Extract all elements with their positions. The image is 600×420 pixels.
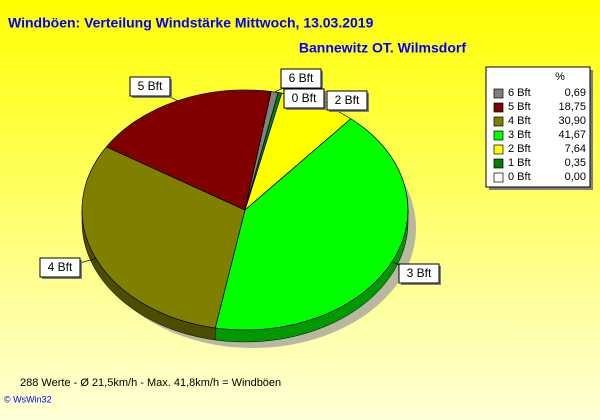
pie-slice [81, 146, 246, 329]
callout-box [326, 90, 368, 111]
callout-box [39, 257, 81, 278]
legend-label: 1 Bft [508, 157, 531, 169]
chart-subtitle: Bannewitz OT. Wilmsdorf [299, 40, 466, 56]
legend-label: 2 Bft [508, 143, 531, 155]
legend-swatch [493, 130, 504, 141]
legend-label: 0 Bft [508, 171, 531, 183]
credit: © WsWin32 [4, 394, 52, 404]
pie-slice [214, 118, 409, 331]
legend [485, 66, 591, 188]
callout-label: 6 Bft [289, 71, 314, 85]
legend-swatch [493, 144, 504, 155]
legend-value: 0,35 [565, 157, 586, 169]
legend-swatch [493, 172, 504, 183]
pie-slice [105, 89, 272, 211]
legend-title: % [555, 71, 565, 83]
legend-value: 0,69 [565, 87, 586, 99]
callout-label: 3 Bft [407, 266, 432, 280]
legend-value: 41,67 [558, 129, 586, 141]
legend-swatch [493, 102, 504, 113]
legend-value: 18,75 [558, 101, 586, 113]
legend-value: 0,00 [565, 171, 586, 183]
callout-label: 5 Bft [138, 79, 163, 93]
callout-label: 4 Bft [48, 260, 73, 274]
callout-label: 0 Bft [292, 91, 317, 105]
chart-title: Windböen: Verteilung Windstärke Mittwoch… [8, 15, 374, 31]
callout-box [129, 76, 171, 97]
legend-swatch [493, 88, 504, 99]
legend-label: 4 Bft [508, 115, 531, 127]
legend-label: 3 Bft [508, 129, 531, 141]
legend-value: 30,90 [558, 115, 586, 127]
callout-label: 2 Bft [335, 93, 360, 107]
callout-box [283, 88, 325, 109]
footer: 288 Werte - Ø 21,5km/h - Max. 41,8km/h =… [20, 377, 281, 389]
legend-label: 5 Bft [508, 101, 531, 113]
legend-value: 7,64 [565, 143, 586, 155]
legend-swatch [493, 116, 504, 127]
legend-label: 6 Bft [508, 87, 531, 99]
pie-slice [244, 92, 283, 211]
callout-box [398, 263, 440, 284]
callout-box [280, 68, 322, 89]
legend-swatch [493, 158, 504, 169]
